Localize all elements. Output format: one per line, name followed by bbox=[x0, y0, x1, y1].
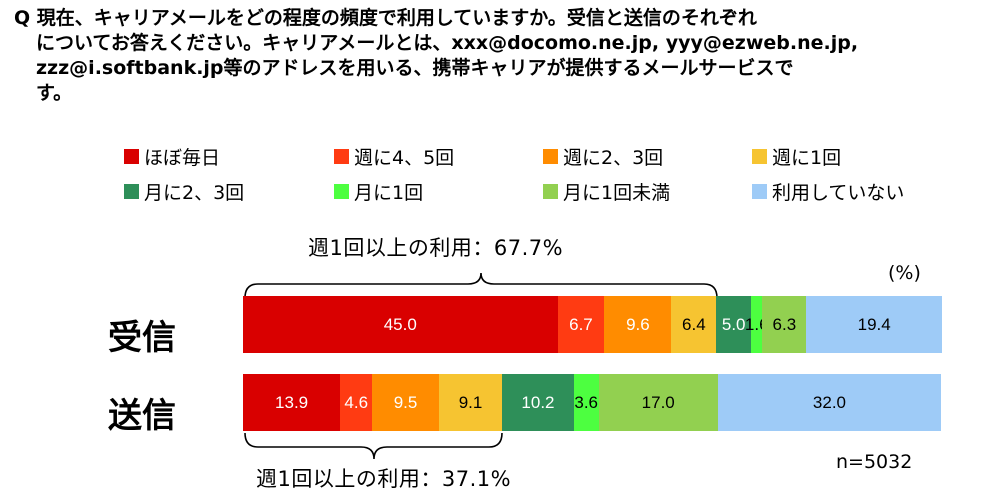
receive-summary-annotation: 週1回以上の利用：67.7% bbox=[308, 236, 564, 260]
data-label: 45.0 bbox=[383, 314, 417, 334]
legend-item: ほぼ毎日 bbox=[124, 143, 220, 169]
receive-bar: 45.0 6.7 9.6 6.4 5.0 1.6 6.3 19.4 bbox=[243, 296, 942, 353]
question-line: zzz@i.softbank.jp等のアドレスを用いる、携帯キャリアが提供するメ… bbox=[36, 57, 794, 79]
legend-label: 週に1回 bbox=[772, 146, 842, 169]
data-label: 3.6 bbox=[574, 392, 599, 412]
bar-segment bbox=[806, 296, 942, 353]
question-line: についてお答えください。キャリアメールとは、xxx@docomo.ne.jp, … bbox=[36, 32, 859, 54]
bar-segment bbox=[573, 374, 599, 431]
legend-item: 週に1回 bbox=[752, 143, 841, 169]
data-label: 10.2 bbox=[521, 392, 555, 412]
bar-segment bbox=[598, 374, 718, 431]
send-bar: 13.9 4.6 9.5 9.1 10.2 3.6 17.0 32.0 bbox=[243, 374, 942, 431]
data-label: 32.0 bbox=[812, 392, 846, 412]
bar-segment bbox=[604, 296, 672, 353]
legend-swatch bbox=[543, 183, 558, 199]
data-label: 6.7 bbox=[569, 314, 593, 334]
legend-swatch bbox=[124, 183, 139, 199]
legend-label: 月に1回未満 bbox=[563, 181, 671, 204]
row-label-send: 送信 bbox=[108, 396, 176, 436]
bar-segment bbox=[717, 374, 942, 431]
receive-brace bbox=[244, 272, 718, 299]
legend-swatch bbox=[752, 183, 767, 199]
data-label: 6.4 bbox=[682, 314, 706, 334]
legend-label: 月に1回 bbox=[354, 181, 424, 204]
bar-segment bbox=[502, 374, 574, 431]
data-label: 9.1 bbox=[458, 392, 483, 412]
question-line: す。 bbox=[36, 82, 73, 104]
data-label: 13.9 bbox=[275, 392, 309, 412]
legend-swatch bbox=[752, 148, 767, 164]
legend-label: 週に2、3回 bbox=[563, 146, 664, 169]
legend-label: 週に4、5回 bbox=[354, 146, 455, 169]
data-label: 6.3 bbox=[772, 314, 797, 334]
row-label-receive: 受信 bbox=[108, 318, 176, 358]
legend-swatch bbox=[334, 148, 349, 164]
data-label: 9.6 bbox=[626, 314, 650, 334]
legend-item: 利用していない bbox=[752, 178, 904, 204]
bar-segment bbox=[751, 296, 763, 353]
legend-item: 月に1回未満 bbox=[543, 178, 670, 204]
data-label: 9.5 bbox=[393, 392, 418, 412]
bar-segment bbox=[557, 296, 605, 353]
sample-size-label: n=5032 bbox=[836, 451, 913, 473]
unit-label: (%) bbox=[888, 262, 921, 284]
legend-item: 週に2、3回 bbox=[543, 143, 663, 169]
bar-segment bbox=[372, 374, 439, 431]
legend-label: 利用していない bbox=[772, 181, 905, 204]
legend-label: 月に2、3回 bbox=[144, 181, 245, 204]
legend-swatch bbox=[543, 148, 558, 164]
send-brace bbox=[244, 432, 503, 460]
legend-item: 週に4、5回 bbox=[334, 143, 454, 169]
legend-label: ほぼ毎日 bbox=[144, 146, 221, 169]
bar-segment bbox=[243, 374, 341, 431]
bar-segment bbox=[762, 296, 807, 353]
data-label: 5.0 bbox=[721, 314, 746, 334]
legend-swatch bbox=[334, 183, 349, 199]
data-label: 4.6 bbox=[344, 392, 369, 412]
legend-swatch bbox=[124, 148, 139, 164]
bar-segment bbox=[340, 374, 373, 431]
legend-item: 月に2、3回 bbox=[124, 178, 244, 204]
bar-segment bbox=[243, 296, 558, 353]
send-summary-annotation: 週1回以上の利用：37.1% bbox=[256, 467, 512, 491]
data-label: 17.0 bbox=[641, 392, 675, 412]
bar-segment bbox=[438, 374, 503, 431]
question-line: Q 現在、キャリアメールをどの程度の頻度で利用していますか。受信と送信のそれぞれ bbox=[14, 7, 757, 29]
bar-segment bbox=[671, 296, 717, 353]
legend-item: 月に1回 bbox=[334, 178, 423, 204]
data-label: 19.4 bbox=[857, 314, 891, 334]
bar-segment bbox=[716, 296, 752, 353]
